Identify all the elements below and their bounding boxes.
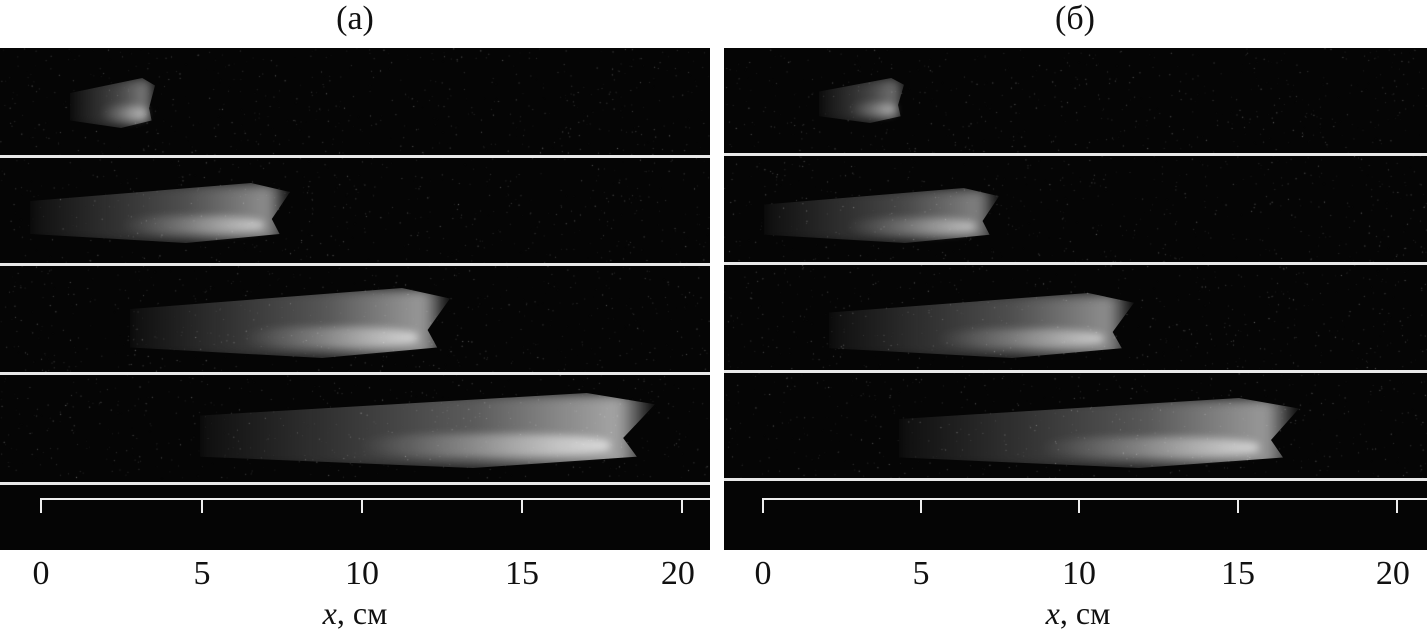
discharge-core-3 bbox=[242, 327, 418, 348]
panel-b-title: (б) bbox=[1055, 0, 1095, 38]
panel-a-image bbox=[0, 48, 710, 550]
frame-separator bbox=[724, 370, 1427, 373]
panel-b-image bbox=[724, 48, 1427, 550]
tick-label: 20 bbox=[1376, 555, 1410, 593]
discharge-core-3 bbox=[936, 329, 1104, 349]
discharge-core-4 bbox=[1039, 437, 1259, 458]
scale-tick bbox=[920, 498, 922, 513]
frame-separator bbox=[724, 478, 1427, 481]
tick-label: 10 bbox=[345, 555, 379, 593]
tick-label: 15 bbox=[505, 555, 539, 593]
panel-b-axis-label: x, см bbox=[1046, 595, 1111, 632]
tick-label: 5 bbox=[913, 555, 930, 593]
discharge-core-4 bbox=[359, 434, 609, 457]
scale-tick bbox=[762, 498, 764, 513]
tick-label: 0 bbox=[33, 555, 50, 593]
tick-label: 5 bbox=[194, 555, 211, 593]
tick-label: 20 bbox=[661, 555, 695, 593]
scale-tick bbox=[1396, 498, 1398, 513]
tick-label: 0 bbox=[755, 555, 772, 593]
frame-separator bbox=[0, 482, 710, 485]
frame-separator bbox=[724, 262, 1427, 265]
discharge-core-2 bbox=[846, 218, 975, 235]
scale-bar bbox=[40, 498, 710, 500]
discharge-core-1 bbox=[100, 106, 147, 121]
scale-tick bbox=[521, 498, 523, 513]
scale-tick bbox=[361, 498, 363, 513]
scale-tick bbox=[201, 498, 203, 513]
scale-bar bbox=[762, 498, 1427, 500]
tick-label: 10 bbox=[1062, 555, 1096, 593]
panel-a-axis-label: x, см bbox=[323, 595, 388, 632]
panel-a-title: (a) bbox=[336, 0, 374, 38]
frame-separator bbox=[724, 153, 1427, 156]
discharge-core-2 bbox=[121, 216, 264, 234]
scale-tick bbox=[681, 498, 683, 513]
scale-tick bbox=[1078, 498, 1080, 513]
frame-separator bbox=[0, 155, 710, 158]
scale-tick bbox=[40, 498, 42, 513]
frame-separator bbox=[0, 263, 710, 266]
scale-tick bbox=[1237, 498, 1239, 513]
tick-label: 15 bbox=[1221, 555, 1255, 593]
frame-separator bbox=[0, 372, 710, 375]
discharge-core-1 bbox=[849, 103, 896, 117]
